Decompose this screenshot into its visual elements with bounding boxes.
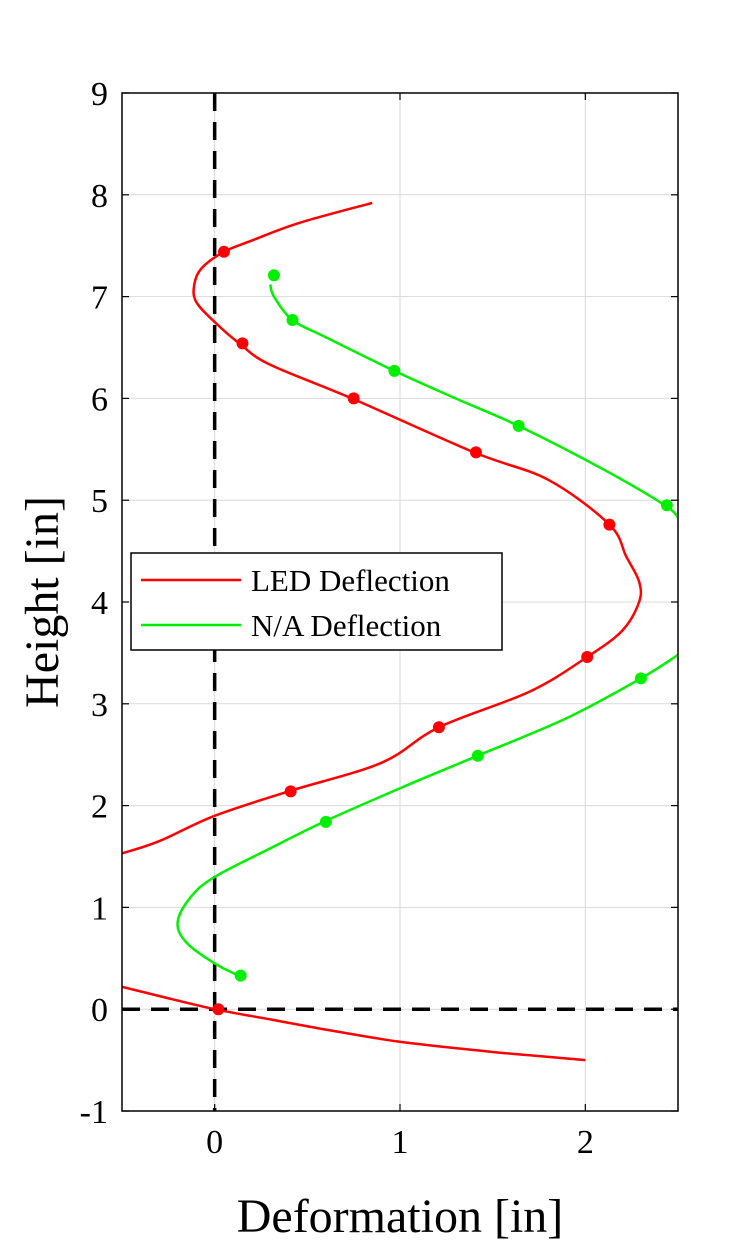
data-point [469, 446, 482, 459]
data-point [581, 650, 594, 663]
y-tick-label: 1 [91, 890, 108, 927]
y-tick-label: 0 [91, 992, 108, 1029]
series-na [176, 269, 678, 982]
data-point [286, 314, 299, 327]
series-line [122, 201, 643, 855]
y-tick-label: 7 [91, 280, 108, 317]
data-point [284, 785, 297, 798]
data-point [212, 1003, 225, 1016]
series-line [122, 985, 586, 1062]
data-point [217, 245, 230, 258]
data-point [432, 721, 445, 734]
x-tick-label: 0 [206, 1124, 223, 1161]
y-tick-label: 2 [91, 789, 108, 826]
y-tick-label: 9 [91, 76, 108, 113]
series-layer [122, 201, 678, 1062]
data-point [471, 749, 484, 762]
y-tick-label: 4 [91, 585, 108, 622]
series-led [122, 201, 643, 1062]
legend-label-led: LED Deflection [251, 563, 450, 598]
data-point [388, 364, 401, 377]
data-point [660, 499, 673, 512]
x-tick-label: 2 [577, 1124, 594, 1161]
data-point [319, 815, 332, 828]
x-tick-label: 1 [392, 1124, 409, 1161]
data-point [236, 337, 249, 350]
legend-label-na: N/A Deflection [251, 608, 442, 643]
legend-box [130, 552, 503, 651]
y-tick-label: 5 [91, 483, 108, 520]
y-tick-label: -1 [80, 1094, 108, 1131]
data-point [267, 269, 280, 282]
x-axis-title: Deformation [in] [237, 1190, 564, 1243]
legend: LED Deflection N/A Deflection [130, 552, 503, 651]
y-tick-label: 6 [91, 381, 108, 418]
axis-ticks: 0 1 2 -1 0 1 2 3 4 5 6 7 8 9 [80, 76, 678, 1161]
data-point [347, 392, 360, 405]
data-point [512, 419, 525, 432]
data-point [634, 672, 647, 685]
data-point [234, 969, 247, 982]
y-tick-label: 3 [91, 687, 108, 724]
series-line [269, 284, 678, 519]
series-line [176, 653, 678, 977]
y-tick-label: 8 [91, 178, 108, 215]
data-point [603, 518, 616, 531]
y-axis-title: Height [in] [16, 496, 69, 708]
